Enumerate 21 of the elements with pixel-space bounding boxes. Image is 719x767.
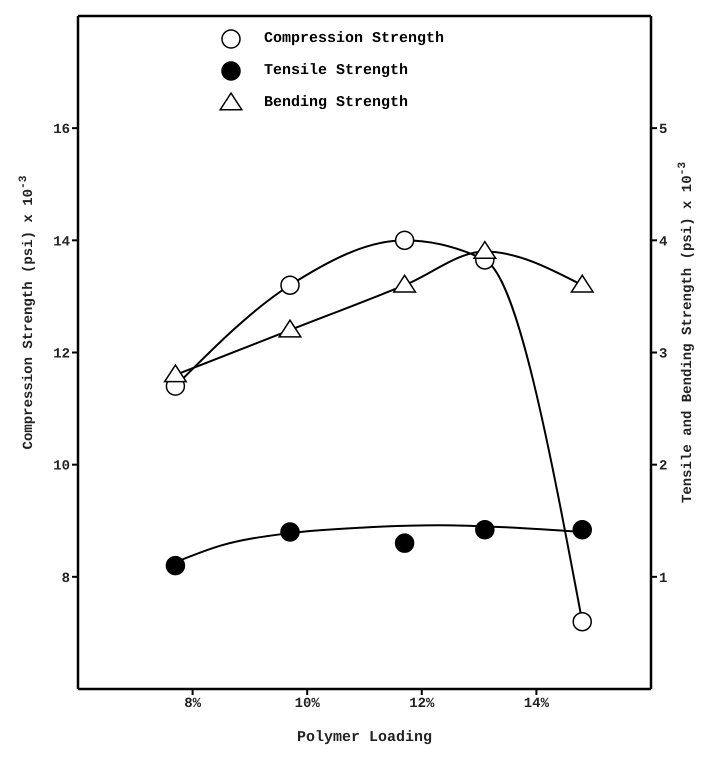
y-tick-label: 8 <box>62 570 70 587</box>
legend-label: Bending Strength <box>264 94 408 110</box>
y-tick-label: 12 <box>53 346 70 362</box>
x-tick-label: 8% <box>184 696 202 712</box>
y-tick-label: 16 <box>53 122 70 138</box>
y2-tick-label: 5 <box>659 122 668 138</box>
y2-tick-label: 4 <box>659 234 668 250</box>
y2-tick-label: 1 <box>659 570 668 587</box>
y-tick-label: 14 <box>53 234 70 250</box>
y-tick-label: 10 <box>53 458 70 475</box>
legend-label: Tensile Strength <box>264 62 408 78</box>
x-tick-label: 14% <box>524 696 550 712</box>
y2-tick-label: 2 <box>659 458 668 475</box>
point <box>572 612 592 632</box>
point <box>394 230 414 250</box>
point <box>280 275 300 295</box>
legend-label: Compression Strength <box>264 30 444 46</box>
x-tick-label: 12% <box>409 696 435 712</box>
x-tick-label: 10% <box>294 696 320 712</box>
y2-tick-label: 3 <box>659 346 668 362</box>
x-axis-title: Polymer Loading <box>296 729 432 746</box>
